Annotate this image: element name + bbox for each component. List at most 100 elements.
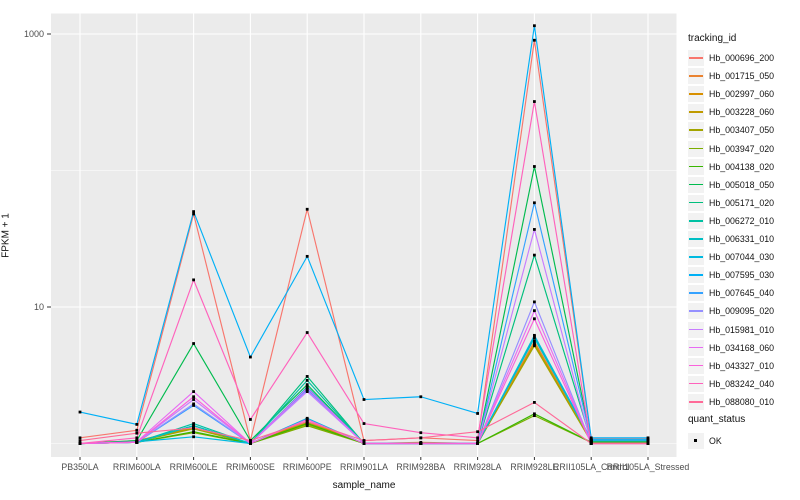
data-point xyxy=(533,100,536,103)
legend-key-swatch xyxy=(688,140,704,157)
data-point xyxy=(646,436,650,440)
data-point xyxy=(419,395,423,399)
legend: tracking_id Hb_000696_200 Hb_001715_050 Hb… xyxy=(684,0,800,500)
legend-item-label: Hb_015981_010 xyxy=(709,324,775,335)
data-point xyxy=(135,428,139,432)
legend-item-label: Hb_002997_060 xyxy=(709,89,775,100)
legend-key-line xyxy=(689,364,703,367)
data-point xyxy=(646,442,650,445)
x-tick-label: RRIM600LA xyxy=(112,462,161,472)
legend-key-line xyxy=(689,147,703,150)
data-point xyxy=(419,442,423,445)
legend-item-Hb_002997_060: Hb_002997_060 xyxy=(688,85,774,103)
legend-key-line xyxy=(689,183,703,186)
data-point xyxy=(533,24,536,28)
legend-key-line xyxy=(689,256,703,258)
data-point xyxy=(305,424,309,428)
x-tick-label: PB350LA xyxy=(61,462,99,472)
legend-item-Hb_006331_010: Hb_006331_010 xyxy=(688,230,774,248)
data-point xyxy=(419,436,423,440)
legend-item-Hb_088080_010: Hb_088080_010 xyxy=(688,393,774,411)
legend-item-Hb_004138_020: Hb_004138_020 xyxy=(688,158,774,176)
legend-key-swatch xyxy=(688,303,704,320)
x-axis-title: sample_name xyxy=(332,480,396,491)
data-point xyxy=(533,309,536,313)
data-point xyxy=(533,414,536,418)
data-point xyxy=(419,431,423,435)
legend-item-label: Hb_004138_020 xyxy=(709,161,775,172)
data-point xyxy=(192,402,195,406)
data-point xyxy=(192,278,195,282)
data-point xyxy=(589,436,593,440)
legend-key-line xyxy=(689,346,703,349)
data-point xyxy=(533,401,536,404)
data-point xyxy=(476,439,479,443)
data-point xyxy=(192,426,195,430)
legend-item-Hb_005018_050: Hb_005018_050 xyxy=(688,176,774,194)
data-point xyxy=(78,439,82,443)
data-point xyxy=(305,378,309,382)
legend-item-label: Hb_003407_050 xyxy=(709,125,775,136)
data-point xyxy=(589,438,593,442)
legend-key-swatch xyxy=(688,357,704,374)
legend-key-swatch xyxy=(688,50,704,67)
legend-key-line xyxy=(689,310,703,313)
data-point xyxy=(249,355,252,359)
legend-key-swatch xyxy=(688,122,704,139)
data-point xyxy=(135,440,139,444)
data-point xyxy=(78,436,82,440)
legend-item-label: Hb_003228_060 xyxy=(709,107,775,118)
data-point xyxy=(192,422,195,425)
data-point xyxy=(305,254,309,258)
y-tick-label: 10 xyxy=(33,301,44,312)
x-tick-label: RRIM600LE xyxy=(169,462,218,472)
data-point xyxy=(305,386,309,390)
data-point xyxy=(192,390,195,394)
data-point xyxy=(476,436,479,440)
legend-key-line xyxy=(689,400,703,403)
x-tick-label: RRIM600PE xyxy=(282,462,332,472)
data-point xyxy=(533,201,536,205)
data-point xyxy=(192,424,195,428)
data-point xyxy=(362,439,366,443)
legend-item-Hb_015981_010: Hb_015981_010 xyxy=(688,321,774,339)
data-point xyxy=(192,210,195,213)
x-tick-label: RRIM600SE xyxy=(225,462,275,472)
legend-item-Hb_034168_060: Hb_034168_060 xyxy=(688,339,774,357)
y-tick-label: 1000 xyxy=(23,28,44,39)
data-point xyxy=(362,422,366,425)
legend-item-label: Hb_007044_030 xyxy=(709,252,775,263)
data-point xyxy=(476,412,479,415)
legend-item-label: Hb_043327_010 xyxy=(709,360,775,371)
legend-key-swatch xyxy=(688,158,704,175)
legend-key-swatch xyxy=(688,86,704,103)
legend-item-label: Hb_007645_040 xyxy=(709,288,775,299)
x-tick-label: RRIM928LE xyxy=(510,462,559,472)
legend-key-swatch xyxy=(688,68,704,85)
data-point xyxy=(533,412,536,416)
data-point xyxy=(249,442,252,445)
legend-item-Hb_005171_020: Hb_005171_020 xyxy=(688,194,774,212)
legend-item-Hb_043327_010: Hb_043327_010 xyxy=(688,357,774,375)
legend-key-swatch xyxy=(688,194,704,211)
legend-key-line xyxy=(689,129,703,132)
legend-key-line xyxy=(689,75,703,77)
data-point xyxy=(305,207,309,211)
legend-key-point xyxy=(694,439,698,443)
legend-key-line xyxy=(689,93,703,95)
data-point xyxy=(305,331,309,334)
legend-key-swatch xyxy=(688,176,704,193)
data-point xyxy=(533,339,536,343)
legend-item-label: Hb_034168_060 xyxy=(709,342,775,353)
legend-key-swatch xyxy=(688,393,704,410)
legend-key-swatch xyxy=(688,249,704,266)
legend-item-Hb_007595_030: Hb_007595_030 xyxy=(688,266,774,284)
data-point xyxy=(249,418,252,421)
data-point xyxy=(78,410,82,414)
x-tick-label: RRII105LA_Control xyxy=(553,462,630,472)
legend-key-line xyxy=(689,165,703,168)
data-point xyxy=(305,418,309,421)
data-point xyxy=(646,438,650,442)
